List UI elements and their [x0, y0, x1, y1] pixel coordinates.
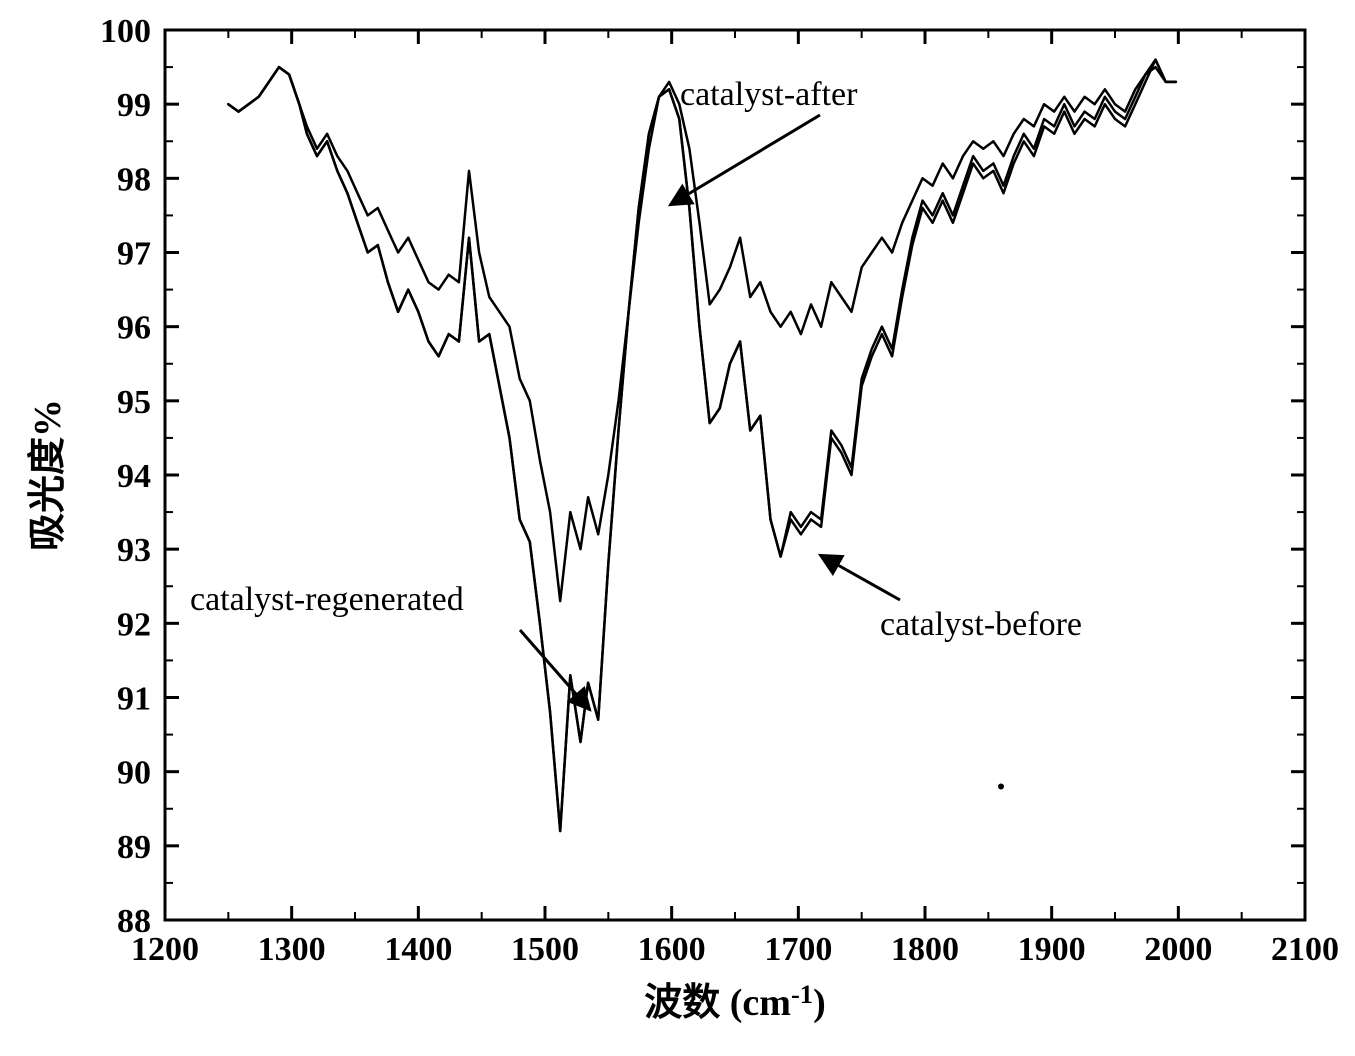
- y-tick-label: 92: [117, 606, 151, 643]
- y-tick-label: 93: [117, 532, 151, 569]
- y-tick-label: 91: [117, 681, 151, 718]
- arrow-after: [670, 115, 820, 205]
- x-tick-label: 1500: [511, 931, 579, 968]
- x-tick-label: 2100: [1271, 931, 1339, 968]
- x-tick-label: 1800: [891, 931, 959, 968]
- series-catalyst-regenerated: [228, 60, 1176, 831]
- x-tick-label: 1400: [384, 931, 452, 968]
- x-tick-label: 1700: [764, 931, 832, 968]
- x-tick-label: 2000: [1144, 931, 1212, 968]
- stray-dot: [998, 784, 1004, 790]
- y-tick-label: 89: [117, 829, 151, 866]
- y-tick-label: 97: [117, 236, 151, 273]
- x-tick-label: 1600: [638, 931, 706, 968]
- x-axis-label: 波数 (cm-1): [644, 979, 826, 1024]
- x-tick-label: 1900: [1018, 931, 1086, 968]
- y-tick-label: 95: [117, 384, 151, 421]
- y-tick-label: 100: [100, 13, 151, 50]
- y-tick-label: 90: [117, 755, 151, 792]
- y-tick-label: 99: [117, 87, 151, 124]
- series-catalyst-before: [228, 60, 1176, 831]
- annotation-after: catalyst-after: [680, 76, 858, 113]
- x-tick-label: 1300: [258, 931, 326, 968]
- annotation-regenerated: catalyst-regenerated: [190, 581, 464, 618]
- y-tick-label: 88: [117, 903, 151, 940]
- y-axis-label: 吸光度%: [27, 399, 69, 551]
- y-tick-label: 98: [117, 161, 151, 198]
- arrow-regenerated: [520, 630, 590, 710]
- annotation-before: catalyst-before: [880, 606, 1082, 643]
- chart-svg: 1200130014001500160017001800190020002100…: [0, 0, 1355, 1056]
- y-tick-label: 94: [117, 458, 151, 495]
- arrow-before: [820, 555, 900, 600]
- y-tick-label: 96: [117, 310, 151, 347]
- ir-spectrum-chart: 1200130014001500160017001800190020002100…: [0, 0, 1355, 1056]
